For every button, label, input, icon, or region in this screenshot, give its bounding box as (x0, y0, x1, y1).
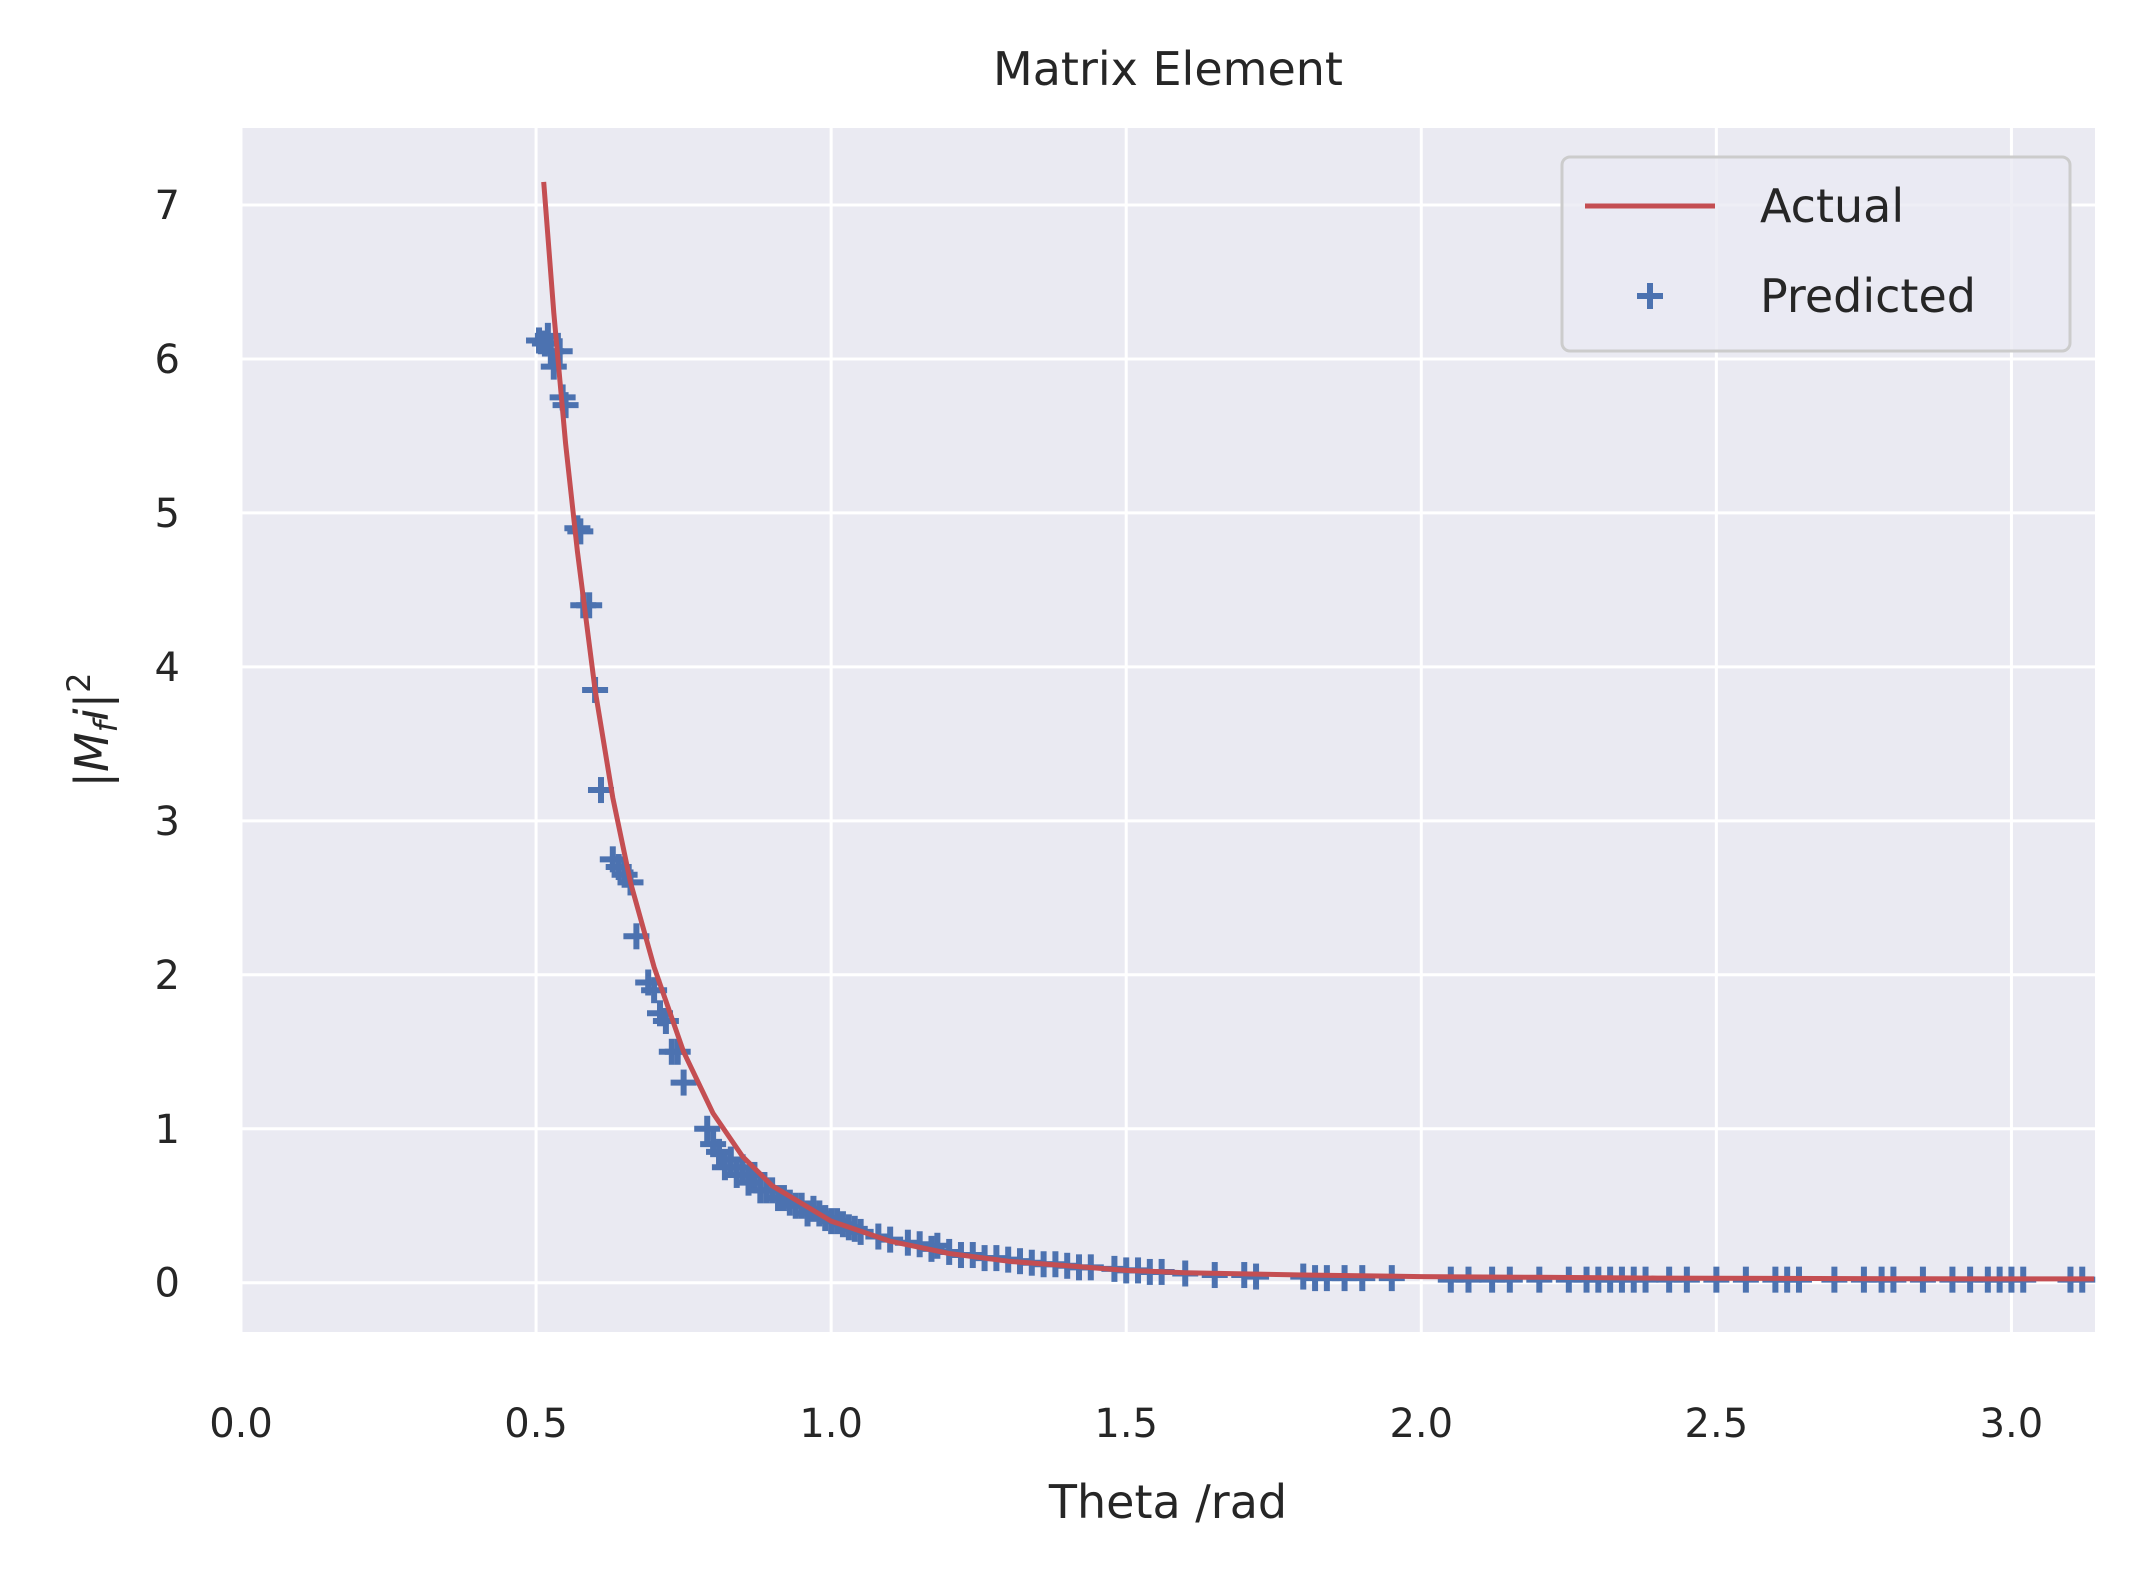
x-tick-label: 2.0 (1389, 1401, 1453, 1447)
legend-label-predicted: Predicted (1760, 269, 1976, 323)
predicted-point (567, 518, 594, 545)
legend: Actual Predicted (1560, 155, 2072, 353)
y-tick-label: 5 (155, 491, 180, 537)
chart-title: Matrix Element (993, 42, 1343, 96)
legend-plus-marker (1637, 283, 1663, 309)
series-layer (526, 181, 2096, 1293)
y-axis-label: |Mfi|2 (60, 672, 125, 787)
y-tick-label: 7 (155, 183, 180, 229)
x-tick-label: 0.0 (209, 1401, 273, 1447)
x-tick-label: 0.5 (504, 1401, 568, 1447)
y-label-open: |M (65, 732, 120, 787)
legend-marker-swatch (1637, 283, 1663, 309)
predicted-point (540, 353, 567, 380)
x-axis-label: Theta /rad (1048, 1475, 1287, 1529)
y-label-mid: i| (65, 693, 120, 721)
x-tick-label: 1.0 (799, 1401, 863, 1447)
y-tick-label: 3 (155, 799, 180, 845)
y-label-sup: 2 (60, 672, 98, 692)
x-tick-label: 2.5 (1685, 1401, 1749, 1447)
predicted-point (694, 1115, 721, 1142)
x-tick-label: 1.5 (1094, 1401, 1158, 1447)
predicted-point (1455, 1266, 1482, 1293)
y-tick-label: 2 (155, 953, 180, 999)
legend-label-actual: Actual (1760, 179, 1904, 233)
predicted-point (552, 392, 579, 419)
y-tick-label: 4 (155, 645, 180, 691)
series-actual-line (541, 181, 2095, 1282)
predicted-point (670, 1069, 697, 1096)
y-tick-label: 0 (155, 1261, 180, 1307)
x-tick-label: 3.0 (1980, 1401, 2044, 1447)
y-tick-label: 1 (155, 1107, 180, 1153)
predicted-point (576, 592, 603, 619)
predicted-point (664, 1038, 691, 1065)
y-tick-label: 6 (155, 337, 180, 383)
grid-lines (239, 128, 2095, 1332)
tick-labels: 0.0 0.5 1.0 1.5 2.0 2.5 3.0 0 1 2 3 4 5 6 7 (155, 183, 2044, 1447)
